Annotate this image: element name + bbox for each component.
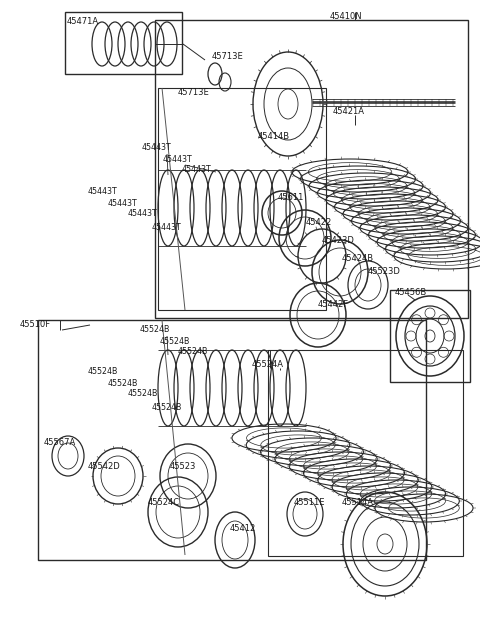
- Bar: [65, 12, 182, 74]
- Text: 45423D: 45423D: [322, 236, 355, 245]
- Text: 45443T: 45443T: [108, 198, 138, 207]
- Text: 45542D: 45542D: [88, 462, 121, 471]
- Text: 45524B: 45524B: [178, 347, 208, 356]
- Text: 45524B: 45524B: [108, 378, 138, 387]
- Bar: [268, 350, 463, 556]
- Text: 45713E: 45713E: [212, 52, 244, 61]
- Text: 45471A: 45471A: [67, 17, 99, 26]
- Text: 45443T: 45443T: [152, 223, 182, 231]
- Text: 45524B: 45524B: [160, 337, 190, 346]
- Text: 45412: 45412: [230, 524, 256, 533]
- Text: 45442F: 45442F: [318, 300, 349, 309]
- Text: 45611: 45611: [278, 193, 304, 202]
- Text: 45567A: 45567A: [44, 438, 76, 447]
- Text: 45524B: 45524B: [152, 403, 182, 413]
- Text: 45713E: 45713E: [178, 88, 210, 97]
- Text: 45510F: 45510F: [20, 320, 51, 329]
- Bar: [158, 88, 326, 310]
- Text: 45424B: 45424B: [342, 254, 374, 263]
- Text: 45443T: 45443T: [142, 143, 172, 153]
- Text: 45524B: 45524B: [128, 389, 158, 399]
- Text: 45524C: 45524C: [148, 498, 180, 507]
- Text: 45524B: 45524B: [88, 368, 118, 377]
- Bar: [155, 20, 468, 318]
- Bar: [390, 290, 470, 382]
- Text: 45523D: 45523D: [368, 267, 401, 276]
- Text: 45443T: 45443T: [88, 188, 118, 197]
- Text: 45443T: 45443T: [128, 209, 158, 219]
- Text: 45524A: 45524A: [252, 360, 284, 369]
- Text: 45511E: 45511E: [294, 498, 325, 507]
- Text: 45421A: 45421A: [333, 107, 365, 116]
- Text: 45514A: 45514A: [342, 498, 374, 507]
- Text: 45443T: 45443T: [163, 155, 193, 164]
- Text: 45524B: 45524B: [140, 325, 170, 335]
- Text: 45456B: 45456B: [395, 288, 427, 297]
- Text: 45414B: 45414B: [258, 132, 290, 141]
- Text: 45410N: 45410N: [330, 12, 362, 21]
- Text: 45422: 45422: [306, 218, 332, 227]
- Text: 45443T: 45443T: [182, 165, 212, 174]
- Bar: [38, 320, 426, 560]
- Text: 45523: 45523: [170, 462, 196, 471]
